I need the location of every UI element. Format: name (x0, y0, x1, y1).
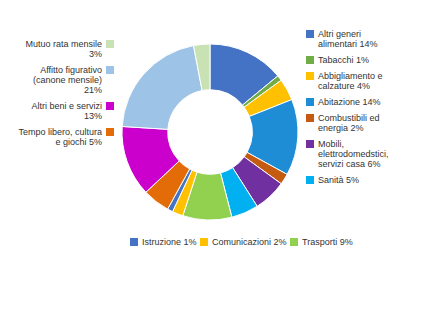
slice-label: Tempo libero, culturae giochi 5% (18, 127, 102, 147)
label-line: Tempo libero, cultura (18, 127, 102, 137)
label-line: servizi casa 6% (318, 159, 381, 169)
label-line: Abbigliamento e (318, 71, 383, 81)
slice-label: Sanità 5% (318, 175, 359, 185)
slice-label: Tabacchi 1% (318, 55, 369, 65)
label-line: Combustibili ed (318, 113, 380, 123)
slice (194, 44, 210, 91)
label-line: calzature 4% (318, 81, 370, 91)
chart: Altri generialimentari 14% Tabacchi 1% Abb… (0, 0, 421, 313)
label-line: (canone mensile) (33, 75, 102, 85)
label-swatch (306, 56, 314, 64)
label-swatch (106, 128, 114, 136)
label-line: 21% (84, 85, 102, 95)
slice-label: Affitto figurativo(canone mensile)21% (33, 65, 102, 95)
slice (122, 126, 179, 192)
label-swatch (306, 98, 314, 106)
slices (122, 44, 298, 220)
label-swatch (306, 114, 314, 122)
slice-label: Mutuo rata mensile3% (25, 39, 102, 59)
label-swatch (290, 238, 298, 246)
label-line: Altri generi (318, 29, 361, 39)
slice-label: Mobili,elettrodomedstici,servizi casa 6% (318, 139, 389, 169)
label-swatch (106, 102, 114, 110)
label-line: elettrodomedstici, (318, 149, 389, 159)
label-swatch (306, 140, 314, 148)
label-line: Trasporti 9% (302, 237, 353, 247)
label-line: Mobili, (318, 139, 344, 149)
label-swatch (106, 66, 114, 74)
label-swatch (200, 238, 208, 246)
label-swatch (306, 30, 314, 38)
label-swatch (106, 40, 114, 48)
label-line: Abitazione 14% (318, 97, 381, 107)
slice-label: Trasporti 9% (302, 237, 353, 247)
label-swatch (130, 238, 138, 246)
label-line: alimentari 14% (318, 39, 378, 49)
label-line: 13% (84, 111, 102, 121)
label-line: Altri beni e servizi (31, 101, 102, 111)
labels: Altri generialimentari 14% Tabacchi 1% Abb… (18, 29, 388, 247)
slice-label: Comunicazioni 2% (212, 237, 287, 247)
label-line: Istruzione 1% (142, 237, 197, 247)
slice-label: Abbigliamento ecalzature 4% (318, 71, 383, 91)
slice-label: Combustibili edenergia 2% (318, 113, 380, 133)
label-line: e giochi 5% (55, 137, 102, 147)
slice-label: Istruzione 1% (142, 237, 197, 247)
label-line: Tabacchi 1% (318, 55, 369, 65)
slice (122, 46, 202, 130)
label-line: Affitto figurativo (40, 65, 102, 75)
label-swatch (306, 72, 314, 80)
label-line: Mutuo rata mensile (25, 39, 102, 49)
label-line: energia 2% (318, 123, 364, 133)
label-line: Comunicazioni 2% (212, 237, 287, 247)
label-swatch (306, 176, 314, 184)
slice-label: Abitazione 14% (318, 97, 381, 107)
slice-label: Altri generialimentari 14% (318, 29, 378, 49)
label-line: 3% (89, 49, 102, 59)
label-line: Sanità 5% (318, 175, 359, 185)
slice-label: Altri beni e servizi13% (31, 101, 102, 121)
